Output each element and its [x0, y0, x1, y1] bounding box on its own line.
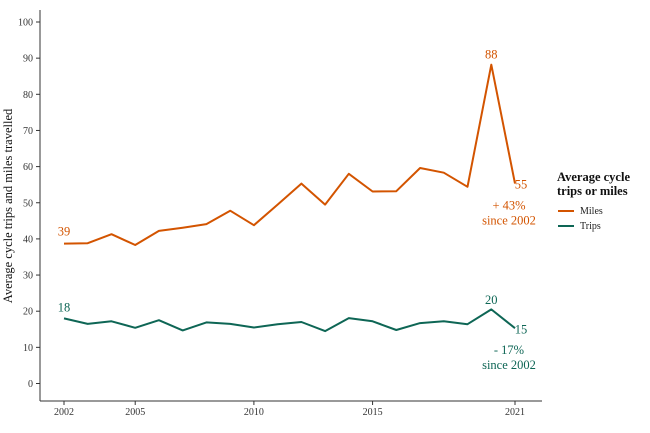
legend-label-miles: Miles: [580, 206, 603, 217]
data-label: 15: [515, 322, 528, 336]
y-axis-title: Average cycle trips and miles travelled: [1, 108, 15, 303]
change-label-line2: since 2002: [482, 214, 536, 228]
x-tick-label: 2015: [363, 407, 383, 418]
y-tick-label: 50: [23, 198, 33, 209]
change-label-line1: + 43%: [492, 199, 525, 213]
y-tick-label: 90: [23, 54, 33, 65]
data-label: 20: [485, 293, 498, 307]
legend-title-line1: Average cycle: [557, 170, 630, 184]
y-tick-label: 10: [23, 343, 33, 354]
y-tick-label: 80: [23, 90, 33, 101]
y-tick-label: 20: [23, 307, 33, 318]
series-line-trips: [63, 308, 516, 333]
data-label: 55: [515, 178, 528, 192]
change-label-line1: - 17%: [494, 343, 524, 357]
y-tick-label: 30: [23, 271, 33, 282]
series-line-miles: [63, 63, 516, 246]
data-label: 39: [58, 225, 71, 239]
x-tick-label: 2010: [244, 407, 264, 418]
data-label: 88: [485, 47, 498, 61]
x-axis-ticks: 2002 2005 2010 2015 2021: [54, 401, 525, 418]
y-tick-label: 0: [28, 379, 33, 390]
change-label-line2: since 2002: [482, 358, 536, 372]
x-tick-label: 2005: [125, 407, 145, 418]
x-tick-label: 2002: [54, 407, 74, 418]
data-label: 18: [58, 300, 71, 314]
y-tick-label: 100: [18, 18, 33, 29]
y-tick-label: 40: [23, 234, 33, 245]
legend-title-line2: trips or miles: [557, 184, 628, 198]
legend: Average cycle trips or miles Miles Trips: [557, 170, 630, 232]
y-tick-label: 70: [23, 126, 33, 137]
x-tick-label: 2021: [505, 407, 525, 418]
chart-axes: [39, 10, 542, 402]
legend-label-trips: Trips: [580, 221, 601, 232]
y-tick-label: 60: [23, 162, 33, 173]
series-lines: [63, 63, 516, 333]
y-axis-ticks: 0 10 20 30 40 50 60 70 80 90 100: [18, 18, 40, 390]
